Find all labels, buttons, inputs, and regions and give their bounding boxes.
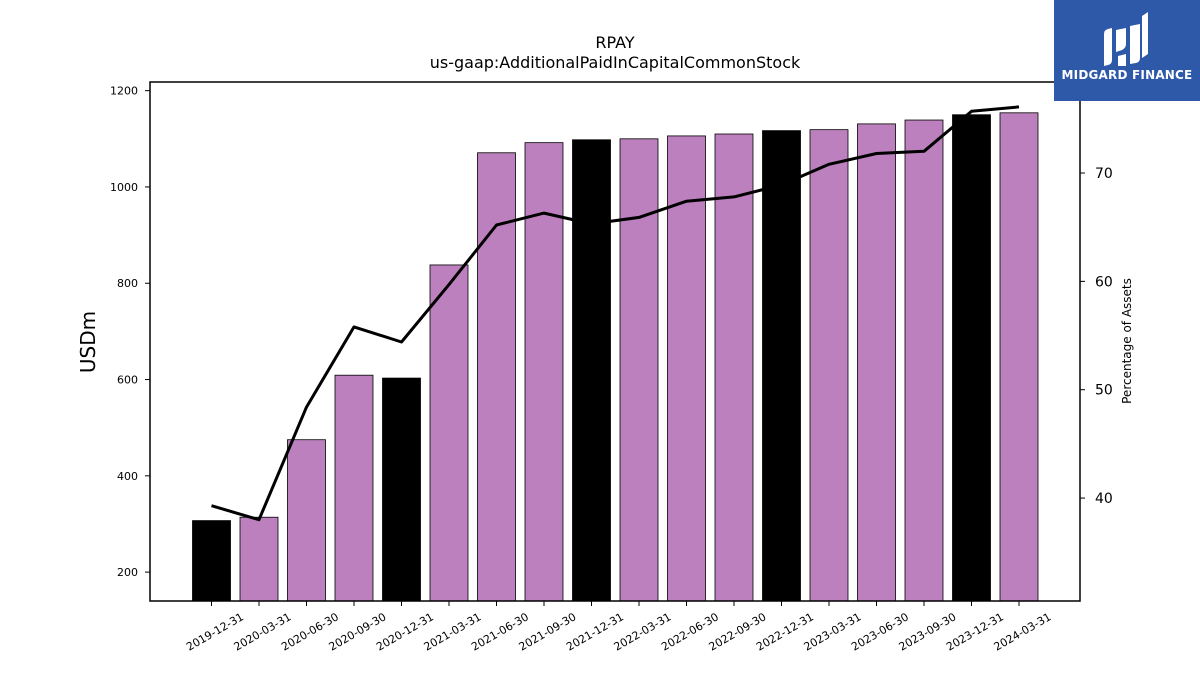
- y-tick-label: 800: [117, 277, 138, 290]
- bar-2021-12-31: [572, 139, 611, 602]
- bar-group: [192, 112, 1039, 602]
- y-axis-right: 40 50 60 70: [1080, 166, 1113, 507]
- bar-2020-03-31: [239, 516, 279, 602]
- line-group: [211, 105, 1020, 522]
- bar-2022-09-30: [714, 133, 754, 602]
- x-axis: 2019-12-312020-03-312020-06-302020-09-30…: [184, 601, 1054, 654]
- y-tick-label: 400: [117, 470, 138, 483]
- bar-2019-12-31: [192, 520, 231, 602]
- y-tick-label: 600: [117, 374, 138, 387]
- logo-text: MIDGARD FINANCE: [1061, 68, 1193, 82]
- y-axis-left: 200 400 600 800 1000 1200: [110, 85, 150, 579]
- y-tick-label: 1200: [110, 85, 138, 98]
- y2-tick-label: 70: [1095, 166, 1113, 182]
- bar-2022-06-30: [667, 135, 706, 602]
- bar-2022-12-31: [762, 130, 801, 602]
- y-axis-label: USDm: [76, 311, 100, 373]
- bar-2020-09-30: [334, 374, 374, 602]
- bar-2023-09-30: [904, 119, 944, 602]
- bar-2023-12-31: [952, 114, 991, 602]
- brand-logo: MIDGARD FINANCE: [1054, 0, 1200, 101]
- bar-2020-12-31: [382, 377, 421, 602]
- bar-2020-06-30: [287, 439, 326, 602]
- bar-2024-03-31: [999, 112, 1039, 602]
- bar-2021-06-30: [477, 152, 516, 602]
- plot-frame: [149, 81, 1081, 602]
- bar-2023-06-30: [857, 123, 896, 602]
- y-tick-label: 200: [117, 566, 138, 579]
- bar-2022-03-31: [619, 138, 659, 602]
- bar-2021-03-31: [429, 264, 469, 602]
- y2-tick-label: 50: [1095, 383, 1113, 399]
- percentage-line: [211, 105, 1020, 522]
- y2-axis-label: Percentage of Assets: [1120, 278, 1134, 404]
- y2-tick-label: 60: [1095, 274, 1113, 290]
- chart-subtitle: us-gaap:AdditionalPaidInCapitalCommonSto…: [430, 53, 801, 72]
- bar-2023-03-31: [809, 129, 849, 602]
- y-tick-label: 1000: [110, 181, 138, 194]
- logo-mark-icon: [1104, 12, 1148, 66]
- bar-2021-09-30: [524, 142, 564, 602]
- chart-title: RPAY: [595, 33, 634, 52]
- y2-tick-label: 40: [1095, 491, 1113, 507]
